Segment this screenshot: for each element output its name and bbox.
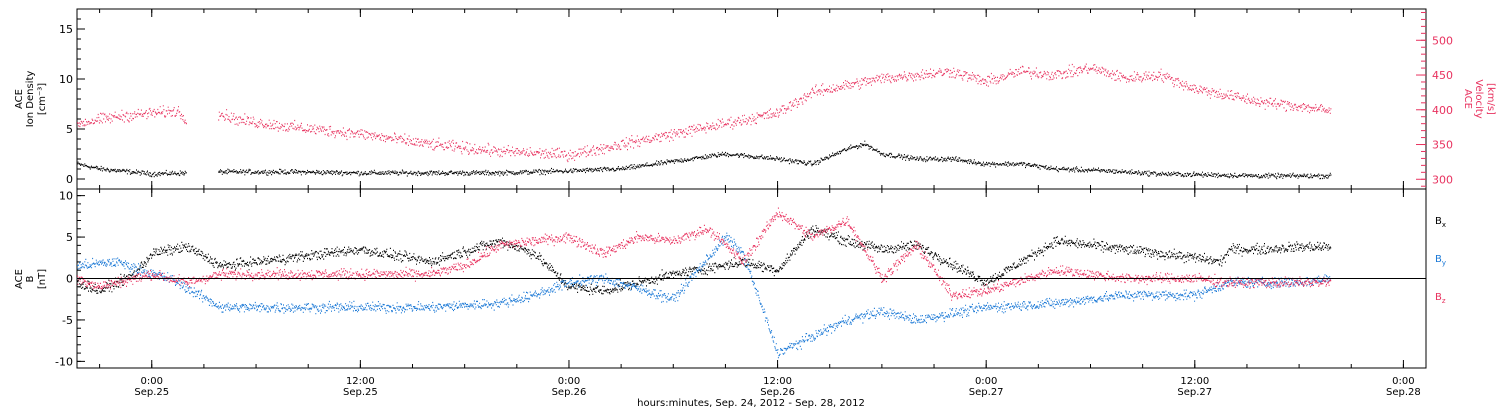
legend-bz-sub: z [1442, 297, 1446, 305]
time-tick-label: 12:00 [346, 376, 375, 387]
date-tick-label: Sep.27 [1177, 387, 1212, 398]
time-tick-label: 0:00 [558, 376, 580, 387]
legend-bz: Bz [1435, 292, 1446, 305]
bottom-left-tick-label: -10 [55, 355, 73, 368]
legend-bx: Bx [1435, 216, 1446, 229]
series-By [77, 232, 1332, 359]
top-left-axis-title-1: ACE [14, 89, 25, 109]
x-axis-title: hours:minutes, Sep. 24, 2012 - Sep. 28, … [637, 398, 865, 409]
top-left-axis-ticks: 0 5 10 15 [59, 8, 85, 190]
date-tick-label: Sep.25 [134, 387, 169, 398]
top-panel-data [77, 63, 1332, 180]
date-tick-label: Sep.25 [343, 387, 378, 398]
top-right-axis-title-1: ACE [1462, 89, 1473, 109]
time-tick-label: 12:00 [1180, 376, 1209, 387]
time-tick-label: 0:00 [1392, 376, 1414, 387]
top-right-tick-label: 500 [1432, 34, 1453, 47]
legend-by: By [1435, 254, 1446, 267]
time-tick-label: 0:00 [975, 376, 997, 387]
bottom-panel-data [77, 207, 1332, 359]
bottom-left-tick-label: -5 [62, 314, 73, 327]
series-Bz [77, 207, 1332, 301]
top-left-axis-title-2: Ion Density [25, 71, 36, 128]
bottom-left-tick-label: 5 [66, 231, 73, 244]
top-right-tick-label: 450 [1432, 69, 1453, 82]
series-pink-1 [77, 63, 1332, 163]
time-axis-ticks: 0:00Sep.2512:00Sep.250:00Sep.2612:00Sep.… [99, 9, 1421, 398]
legend-bx-sub: x [1442, 221, 1446, 229]
top-right-tick-label: 300 [1432, 173, 1453, 186]
date-tick-label: Sep.28 [1386, 387, 1421, 398]
series-Bx [77, 225, 1332, 296]
date-tick-label: Sep.26 [552, 387, 587, 398]
date-tick-label: Sep.26 [760, 387, 795, 398]
time-tick-label: 12:00 [763, 376, 792, 387]
bottom-left-axis-ticks: -10 -5 0 5 10 [55, 190, 85, 368]
bottom-left-axis-title-3: [nT] [37, 269, 48, 289]
bottom-left-tick-label: 0 [66, 273, 73, 286]
legend-by-sub: y [1442, 259, 1446, 267]
top-left-tick-label: 5 [66, 123, 73, 136]
top-left-tick-label: 10 [59, 73, 73, 86]
bottom-left-axis-title-2: B [25, 275, 36, 282]
bottom-left-tick-label: 10 [59, 190, 73, 203]
top-right-tick-label: 400 [1432, 104, 1453, 117]
bottom-left-axis-title-1: ACE [14, 269, 25, 289]
top-right-axis-title-3: [km/s] [1485, 83, 1496, 115]
top-right-tick-label: 350 [1432, 139, 1453, 152]
top-left-tick-label: 15 [59, 23, 73, 36]
time-tick-label: 0:00 [141, 376, 163, 387]
top-right-axis-ticks: 300 350 400 450 500 [1416, 11, 1453, 187]
series-black-0 [77, 140, 1332, 180]
top-left-tick-label: 0 [66, 173, 73, 186]
top-right-axis-title-2: Velocity [1473, 79, 1484, 118]
date-tick-label: Sep.27 [969, 387, 1004, 398]
top-left-axis-title-3: [cm⁻³] [37, 83, 48, 115]
